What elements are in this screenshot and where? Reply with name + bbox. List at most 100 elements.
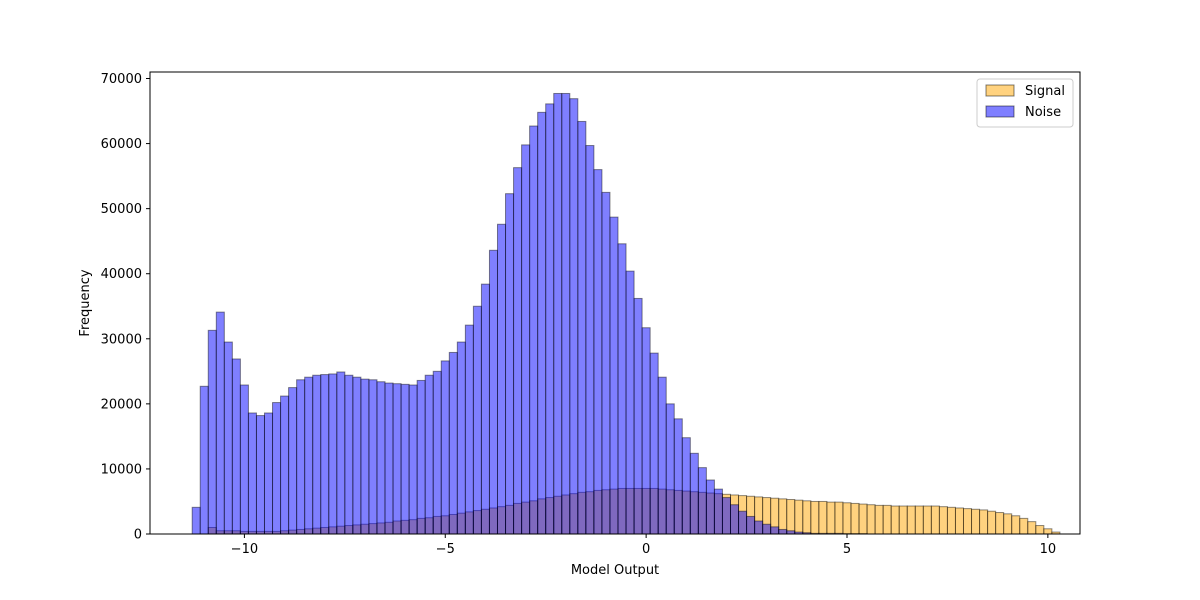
noise-bar	[513, 167, 523, 535]
signal-bar	[906, 505, 916, 535]
noise-bar	[721, 497, 731, 535]
y-tick-label: 40000	[101, 267, 142, 282]
signal-bar	[850, 502, 860, 535]
noise-bar	[746, 515, 756, 535]
signal-bar	[898, 505, 908, 535]
signal-bar	[954, 507, 964, 535]
noise-bar	[440, 360, 450, 535]
signal-bar	[1003, 513, 1013, 535]
noise-bar	[529, 125, 539, 535]
noise-bar	[191, 506, 201, 535]
noise-bar	[593, 169, 603, 535]
noise-bar	[738, 510, 748, 535]
noise-bar	[569, 98, 579, 535]
y-tick-label: 60000	[101, 137, 142, 152]
noise-bar	[730, 504, 740, 535]
signal-bar	[946, 506, 956, 535]
y-tick-label: 0	[134, 528, 142, 543]
y-tick-label: 10000	[101, 462, 142, 477]
y-tick-label: 50000	[101, 202, 142, 217]
noise-bar	[352, 376, 362, 535]
x-tick-label: −10	[231, 542, 258, 557]
noise-bar	[657, 376, 667, 535]
noise-bar	[280, 395, 290, 535]
noise-bar	[215, 311, 225, 535]
noise-bar	[561, 92, 571, 535]
noise-bar	[456, 341, 466, 535]
noise-bar	[223, 341, 233, 535]
signal-bar	[842, 502, 852, 535]
signal-bar	[971, 508, 981, 535]
noise-bar	[464, 324, 474, 535]
signal-bar	[938, 506, 948, 535]
noise-bar	[432, 370, 442, 535]
signal-bar	[802, 500, 812, 535]
signal-bar	[826, 501, 836, 535]
y-axis-title: Frequency	[78, 269, 93, 336]
noise-bar	[320, 374, 330, 535]
noise-bar	[488, 249, 498, 535]
noise-bar	[344, 374, 354, 535]
x-tick-label: 5	[843, 542, 851, 557]
y-tick-label: 70000	[101, 72, 142, 87]
signal-bar	[858, 503, 868, 535]
noise-bar	[272, 402, 282, 535]
noise-bar	[585, 145, 595, 535]
noise-bar	[713, 488, 723, 535]
signal-bar	[810, 500, 820, 535]
signal-bar	[995, 512, 1005, 535]
y-tick-label: 30000	[101, 332, 142, 347]
noise-bar	[239, 384, 249, 535]
noise-bar	[336, 371, 346, 535]
noise-bar	[649, 352, 659, 535]
legend-label-signal: Signal	[1025, 84, 1065, 99]
noise-bars	[191, 92, 868, 535]
noise-bar	[545, 103, 555, 535]
noise-bar	[673, 418, 683, 535]
signal-bar	[882, 504, 892, 535]
noise-bar	[480, 283, 490, 535]
noise-bar	[689, 452, 699, 535]
noise-bar	[328, 373, 338, 535]
noise-bar	[376, 381, 386, 535]
signal-bar	[1011, 515, 1021, 535]
signal-bar	[866, 504, 876, 535]
noise-bar	[601, 191, 611, 535]
signal-bar	[979, 509, 989, 535]
noise-bar	[360, 378, 370, 535]
noise-bar	[633, 297, 643, 535]
plot-frame	[149, 71, 1081, 535]
noise-bar	[448, 351, 458, 535]
signal-bar	[987, 510, 997, 535]
noise-bar	[304, 376, 314, 535]
noise-bar	[617, 243, 627, 535]
signal-bar	[786, 499, 796, 535]
noise-bar	[408, 384, 418, 535]
noise-bar	[384, 382, 394, 535]
x-tick-label: 10	[1040, 542, 1057, 557]
x-tick-label: −5	[436, 542, 455, 557]
noise-bar	[496, 223, 507, 535]
noise-bar	[247, 412, 257, 535]
signal-bar	[1027, 521, 1037, 535]
noise-bar	[577, 120, 587, 535]
signal-bar	[914, 505, 924, 535]
noise-bar	[207, 329, 217, 535]
x-tick-label: 0	[642, 542, 650, 557]
legend-swatch-noise	[985, 105, 1015, 118]
noise-bar	[762, 523, 772, 535]
noise-bar	[472, 305, 482, 535]
noise-bar	[416, 379, 426, 535]
legend: Signal Noise	[976, 78, 1074, 128]
signal-bar	[1035, 525, 1045, 535]
noise-bar	[288, 387, 298, 535]
noise-bar	[199, 385, 209, 535]
noise-bar	[665, 403, 675, 535]
signal-bar	[818, 500, 828, 535]
signal-bar	[778, 498, 788, 535]
signal-bar	[963, 508, 973, 535]
noise-bar	[424, 374, 434, 535]
noise-bar	[681, 437, 691, 535]
